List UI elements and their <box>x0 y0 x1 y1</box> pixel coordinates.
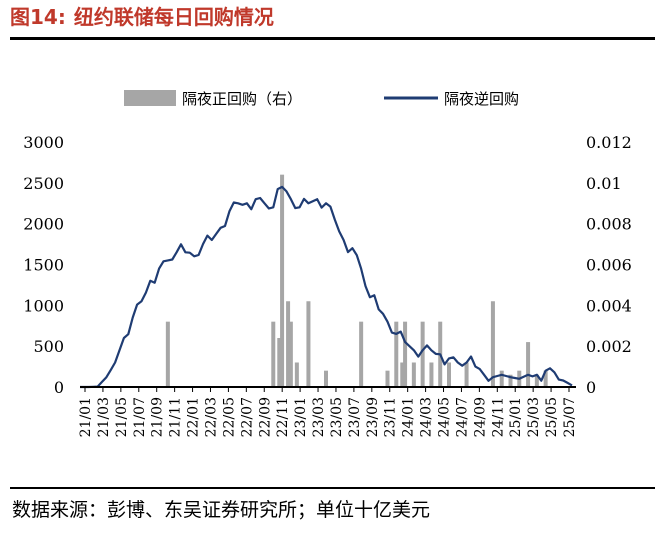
overnight-repo-bars <box>165 174 548 387</box>
figure-title-text: 纽约联储每日回购情况 <box>73 5 274 29</box>
x-tick-label: 21/03 <box>96 397 112 437</box>
x-tick-label: 21/07 <box>132 397 148 437</box>
repo-bar <box>411 362 416 387</box>
x-tick-label: 22/05 <box>221 397 237 437</box>
left-tick-label: 3000 <box>23 133 64 152</box>
x-tick-label: 24/11 <box>490 397 506 437</box>
x-tick-label: 23/05 <box>329 397 345 437</box>
right-tick-label: 0.002 <box>586 337 632 356</box>
right-tick-label: 0.004 <box>586 296 632 315</box>
x-tick-label: 25/05 <box>544 397 560 437</box>
repo-bar <box>464 362 469 387</box>
right-tick-label: 0.008 <box>586 215 632 234</box>
repo-bar <box>277 338 282 387</box>
x-tick-label: 23/09 <box>365 397 381 437</box>
x-tick-label: 23/03 <box>311 397 327 437</box>
x-tick-labels: 21/01 21/03 21/05 21/07 21/09 21/11 22/01 22/03… <box>78 397 578 437</box>
repo-bar <box>508 374 513 387</box>
x-tick-label: 22/01 <box>186 397 202 437</box>
repo-bar <box>499 370 504 387</box>
x-tick-label: 21/05 <box>114 397 130 437</box>
repo-bar <box>385 370 390 387</box>
right-tick-label: 0.01 <box>586 174 622 193</box>
repo-bar <box>534 374 539 387</box>
top-rule <box>10 37 655 40</box>
x-tick-label: 21/11 <box>168 397 184 437</box>
repo-bar <box>288 321 293 387</box>
repo-bar <box>447 362 451 387</box>
right-axis-labels: 0 0.002 0.004 0.006 0.008 0.01 0.012 <box>586 133 632 397</box>
figure-number: 图14: <box>10 5 66 29</box>
repo-bar <box>286 301 291 387</box>
repo-bar <box>280 174 285 387</box>
right-tick-label: 0.012 <box>586 133 632 152</box>
repo-bar <box>490 301 495 387</box>
overnight-reverse-repo-line <box>80 185 573 389</box>
x-tick-label: 23/11 <box>383 397 399 437</box>
x-tick-label: 23/07 <box>347 397 363 437</box>
bottom-rule <box>10 487 655 489</box>
repo-bar <box>394 321 399 387</box>
repo-bar <box>400 362 405 387</box>
repo-bar <box>359 321 364 387</box>
repo-bar <box>420 321 425 387</box>
legend: 隔夜正回购（右） 隔夜逆回购 <box>124 90 519 108</box>
repo-bar <box>271 321 276 387</box>
right-tick-label: 0 <box>586 378 596 397</box>
repo-bar <box>306 301 311 387</box>
x-tick-label: 22/09 <box>257 397 273 437</box>
right-tick-label: 0.006 <box>586 256 632 275</box>
repo-bar <box>324 370 328 387</box>
left-axis-labels: 0 500 1000 1500 2000 2500 3000 <box>23 133 64 397</box>
source-note: 数据来源：彭博、东吴证券研究所；单位十亿美元 <box>12 499 431 521</box>
left-tick-label: 1000 <box>23 296 64 315</box>
repo-bar <box>403 321 408 387</box>
repo-bar <box>429 362 434 387</box>
repo-chart: 隔夜正回购（右） 隔夜逆回购 050010001500200025003000 … <box>23 90 632 437</box>
left-tick-label: 1500 <box>23 256 64 275</box>
legend-bar-swatch <box>124 90 176 106</box>
x-tick-label: 24/07 <box>454 397 470 437</box>
repo-bar <box>526 342 531 387</box>
left-tick-label: 500 <box>33 337 64 356</box>
left-tick-label: 0 <box>54 378 64 397</box>
x-tick-label: 24/05 <box>437 397 453 437</box>
x-tick-label: 24/01 <box>401 397 417 437</box>
x-tick-label: 23/01 <box>293 397 309 437</box>
legend-bar-label: 隔夜正回购（右） <box>182 90 302 108</box>
x-tick-marks <box>84 387 570 392</box>
left-tick-label: 2000 <box>23 215 64 234</box>
x-tick-label: 21/01 <box>78 397 94 437</box>
repo-bar <box>165 321 170 387</box>
x-tick-label: 22/11 <box>275 397 291 437</box>
repo-bar <box>294 362 299 387</box>
repo-bar <box>543 370 548 387</box>
x-tick-label: 24/03 <box>419 397 435 437</box>
legend-line-label: 隔夜逆回购 <box>444 90 519 108</box>
figure-title: 图14: 纽约联储每日回购情况 <box>10 2 274 32</box>
x-tick-label: 25/03 <box>526 397 542 437</box>
left-tick-label: 2500 <box>23 174 64 193</box>
x-tick-label: 22/07 <box>239 397 255 437</box>
x-tick-label: 25/07 <box>562 397 578 437</box>
x-tick-label: 25/01 <box>508 397 524 437</box>
x-tick-label: 22/03 <box>203 397 219 437</box>
x-tick-label: 21/09 <box>150 397 166 437</box>
x-tick-label: 24/09 <box>472 397 488 437</box>
